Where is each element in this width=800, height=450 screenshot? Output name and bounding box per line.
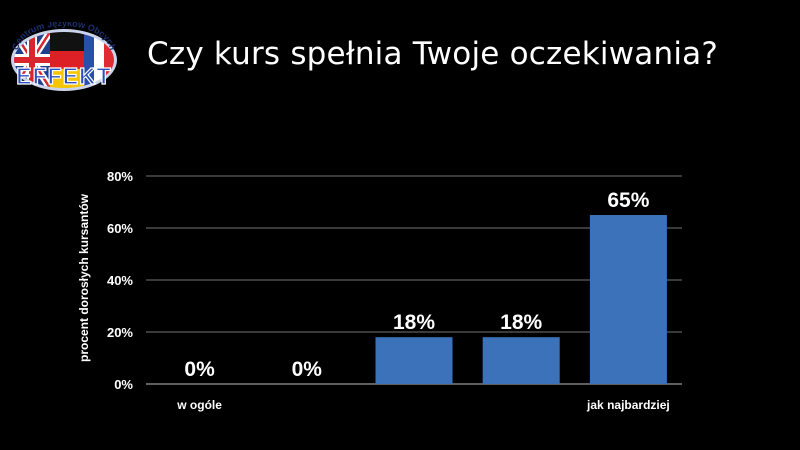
y-axis-label: procent dorosłych kursantów (77, 193, 91, 362)
logo-name: EFFEKT (16, 63, 111, 89)
effekt-logo-graphic: Centrum Języków Obcych EFFEKT (10, 18, 118, 91)
bar-data-label: 0% (292, 358, 323, 381)
bar (482, 337, 560, 384)
y-tick-label: 20% (107, 325, 133, 340)
chart-labels: 0% 20% 40% 60% 80% 0% w ogóle 0% 18% 18% 65% jak na… (107, 169, 670, 412)
y-tick-label: 40% (107, 273, 133, 288)
bar (375, 337, 453, 384)
chart-bars (375, 215, 667, 384)
bar-data-label: 18% (500, 311, 542, 334)
x-category-label: w ogóle (176, 398, 222, 412)
effekt-logo: Centrum Języków Obcych EFFEKT (8, 18, 120, 92)
bar-data-label: 18% (393, 311, 435, 334)
y-tick-label: 80% (107, 169, 133, 184)
y-tick-label: 60% (107, 221, 133, 236)
bar-data-label: 0% (184, 358, 215, 381)
y-tick-label: 0% (114, 377, 133, 392)
bar-data-label: 65% (607, 189, 649, 212)
bar (589, 215, 667, 384)
slide-title: Czy kurs spełnia Twoje oczekiwania? (147, 36, 718, 72)
x-category-label: jak najbardziej (586, 398, 670, 412)
